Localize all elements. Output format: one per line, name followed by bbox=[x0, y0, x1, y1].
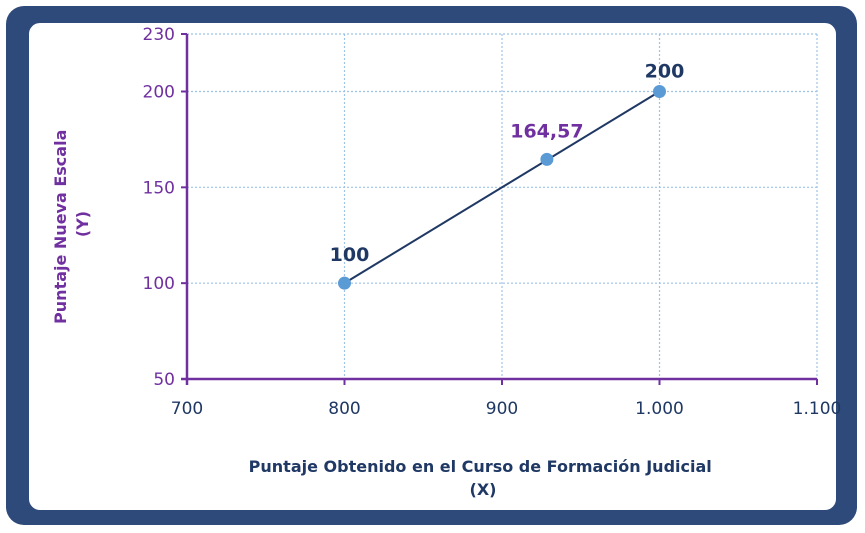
x-tick-label: 1.100 bbox=[793, 399, 842, 419]
data-labels: 100 164,57 200 bbox=[330, 61, 685, 267]
trend-line bbox=[343, 90, 661, 285]
data-point bbox=[338, 276, 351, 290]
y-axis-title: Puntaje Nueva Escala (Y) bbox=[51, 124, 92, 324]
data-points bbox=[338, 85, 666, 290]
x-tick-label: 800 bbox=[328, 399, 360, 419]
x-axis-title-line-1: Puntaje Obtenido en el Curso de Formació… bbox=[249, 457, 712, 476]
y-tick-label: 200 bbox=[143, 83, 175, 103]
y-axis-title-line-1: Puntaje Nueva Escala bbox=[51, 130, 70, 324]
trend-line-layer bbox=[343, 90, 661, 285]
grid-lines bbox=[187, 33, 818, 379]
y-tick-label: 100 bbox=[143, 274, 175, 294]
y-tick-label: 50 bbox=[153, 370, 175, 390]
x-tick-label: 900 bbox=[486, 399, 518, 419]
data-point bbox=[540, 152, 554, 166]
x-tick-label: 1.000 bbox=[635, 399, 684, 419]
tick-labels: 50 100 150 200 230 700 800 900 1.000 1.100 bbox=[143, 25, 842, 419]
x-axis-title: Puntaje Obtenido en el Curso de Formació… bbox=[249, 457, 718, 499]
y-axis-title-line-2: (Y) bbox=[73, 211, 92, 237]
y-tick-label: 230 bbox=[143, 25, 175, 45]
y-tick-label: 150 bbox=[143, 178, 175, 198]
x-tick-label: 700 bbox=[171, 399, 203, 419]
data-label: 164,57 bbox=[510, 120, 583, 142]
x-axis-title-line-2: (X) bbox=[470, 480, 497, 499]
data-point bbox=[653, 85, 666, 98]
data-label: 100 bbox=[330, 244, 370, 266]
axes bbox=[181, 33, 818, 385]
data-label: 200 bbox=[645, 61, 685, 83]
chart-frame-inner bbox=[26, 20, 839, 513]
